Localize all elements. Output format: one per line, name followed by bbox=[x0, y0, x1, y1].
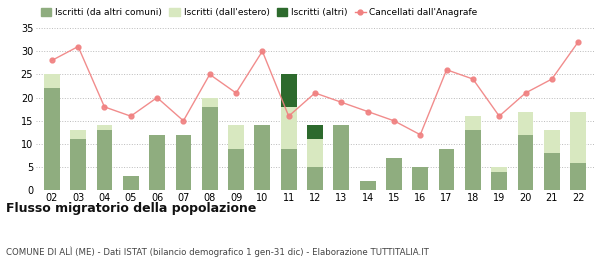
Bar bbox=[228, 125, 244, 149]
Bar bbox=[254, 125, 270, 190]
Bar bbox=[518, 135, 533, 190]
Text: Flusso migratorio della popolazione: Flusso migratorio della popolazione bbox=[6, 202, 256, 214]
Bar bbox=[123, 176, 139, 190]
Bar bbox=[571, 111, 586, 163]
Bar bbox=[307, 139, 323, 167]
Bar bbox=[334, 125, 349, 190]
Bar bbox=[176, 135, 191, 190]
Bar bbox=[44, 88, 59, 190]
Bar bbox=[70, 130, 86, 139]
Bar bbox=[70, 139, 86, 190]
Bar bbox=[307, 125, 323, 139]
Bar bbox=[544, 130, 560, 153]
Legend: Iscritti (da altri comuni), Iscritti (dall'estero), Iscritti (altri), Cancellati: Iscritti (da altri comuni), Iscritti (da… bbox=[41, 8, 478, 17]
Bar bbox=[307, 167, 323, 190]
Bar bbox=[386, 158, 402, 190]
Bar bbox=[281, 74, 296, 107]
Bar bbox=[228, 149, 244, 190]
Bar bbox=[281, 107, 296, 149]
Bar bbox=[465, 116, 481, 130]
Bar bbox=[44, 74, 59, 88]
Bar bbox=[202, 107, 218, 190]
Bar bbox=[518, 111, 533, 135]
Bar bbox=[97, 130, 112, 190]
Bar bbox=[97, 125, 112, 130]
Bar bbox=[544, 153, 560, 190]
Bar bbox=[491, 172, 507, 190]
Bar bbox=[281, 149, 296, 190]
Bar bbox=[571, 163, 586, 190]
Bar bbox=[412, 167, 428, 190]
Bar bbox=[149, 135, 165, 190]
Bar bbox=[360, 181, 376, 190]
Bar bbox=[439, 149, 455, 190]
Bar bbox=[491, 167, 507, 172]
Bar bbox=[465, 130, 481, 190]
Bar bbox=[202, 98, 218, 107]
Text: COMUNE DI ALÌ (ME) - Dati ISTAT (bilancio demografico 1 gen-31 dic) - Elaborazio: COMUNE DI ALÌ (ME) - Dati ISTAT (bilanci… bbox=[6, 246, 429, 257]
